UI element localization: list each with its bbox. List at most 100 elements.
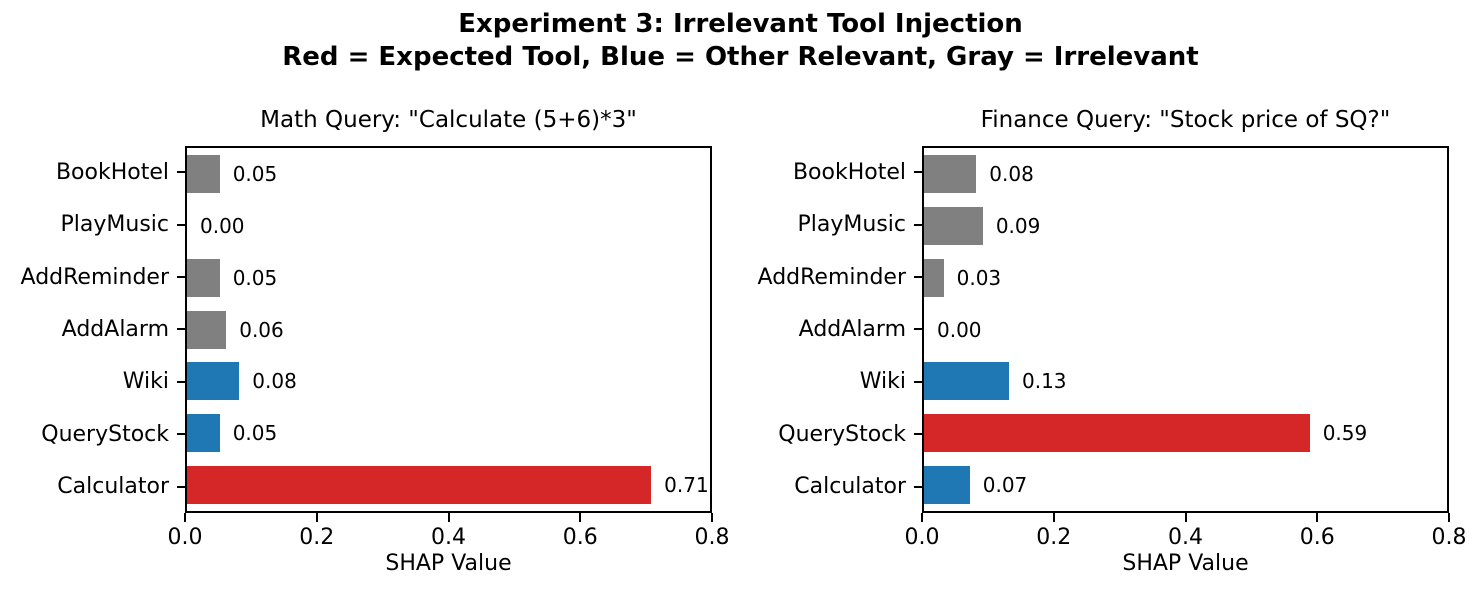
value-label-wiki: 0.13 <box>1021 369 1067 394</box>
x-tick-label: 0.0 <box>167 525 203 550</box>
value-label-addreminder: 0.03 <box>956 265 1002 290</box>
x-tick-mark <box>711 513 713 522</box>
bar-addreminder <box>187 258 220 297</box>
y-tick-mark <box>914 276 922 279</box>
category-label-querystock: QueryStock <box>722 408 922 460</box>
x-tick-label: 0.4 <box>431 525 466 550</box>
bar-querystock <box>924 414 1310 453</box>
x-tick-label: 0.6 <box>1299 525 1335 550</box>
category-label-text: PlayMusic <box>60 212 169 238</box>
bar-row-bookhotel: 0.08 <box>924 148 1447 200</box>
value-label-querystock: 0.59 <box>1322 421 1368 446</box>
x-tick-label: 0.2 <box>299 525 335 550</box>
y-tick-mark <box>177 328 185 331</box>
y-tick-mark <box>177 380 185 383</box>
bar-row-bookhotel: 0.05 <box>187 148 710 200</box>
value-label-bookhotel: 0.05 <box>232 161 278 186</box>
y-tick-mark <box>177 171 185 174</box>
x-tick-mark <box>921 513 923 522</box>
bar-row-addreminder: 0.05 <box>187 252 710 304</box>
bar-row-wiki: 0.13 <box>924 355 1447 407</box>
bar-row-wiki: 0.08 <box>187 355 710 407</box>
x-tick-label: 0.8 <box>694 525 730 550</box>
plot-area-finance: 0.08 0.09 0.03 0.00 0.13 0.59 0.07 <box>922 146 1449 513</box>
value-label-playmusic: 0.00 <box>200 213 245 238</box>
category-label-wiki: Wiki <box>722 356 922 408</box>
bar-bookhotel <box>187 154 220 193</box>
category-label-text: AddAlarm <box>798 316 906 342</box>
x-tick-mark <box>1052 513 1055 522</box>
y-tick-mark <box>177 276 185 279</box>
y-tick-mark <box>914 380 922 383</box>
category-label-text: AddReminder <box>757 264 906 290</box>
x-tick-label: 0.8 <box>1431 525 1467 550</box>
y-tick-mark <box>914 433 922 436</box>
x-axis-ticks-finance: 0.0 0.2 0.4 0.6 0.8 <box>905 513 1467 559</box>
bar-addalarm <box>187 310 227 349</box>
category-label-bookhotel: BookHotel <box>722 146 922 198</box>
x-tick-mark <box>184 513 186 522</box>
category-label-text: QueryStock <box>778 421 906 447</box>
y-axis-labels-math: BookHotel PlayMusic AddReminder AddAlarm Wik… <box>0 146 185 513</box>
category-label-querystock: QueryStock <box>0 408 185 460</box>
x-tick-label: 0.4 <box>1168 525 1203 550</box>
bar-wiki <box>924 362 1009 401</box>
y-tick-mark <box>914 485 922 488</box>
category-label-playmusic: PlayMusic <box>722 198 922 250</box>
y-axis-labels-finance: BookHotel PlayMusic AddReminder AddAlarm Wik… <box>722 146 922 513</box>
bar-addreminder <box>924 258 944 297</box>
chart-title-math: Math Query: "Calculate (5+6)*3" <box>260 107 637 133</box>
x-tick-mark <box>1184 513 1187 522</box>
value-label-addalarm: 0.06 <box>239 317 284 342</box>
bar-row-addalarm: 0.00 <box>924 304 1447 356</box>
x-tick-label: 0.2 <box>1036 525 1072 550</box>
y-tick-mark <box>177 433 185 436</box>
value-label-bookhotel: 0.08 <box>989 161 1034 186</box>
category-label-wiki: Wiki <box>0 356 185 408</box>
x-tick-label: 0.0 <box>904 525 940 550</box>
suptitle-line2: Red = Expected Tool, Blue = Other Releva… <box>282 42 1199 73</box>
y-tick-mark <box>914 328 922 331</box>
bar-row-querystock: 0.05 <box>187 407 710 459</box>
category-label-text: AddReminder <box>20 264 169 290</box>
bar-calculator <box>924 466 970 505</box>
bar-bookhotel <box>924 154 977 193</box>
bar-row-calculator: 0.07 <box>924 459 1447 511</box>
bar-row-addreminder: 0.03 <box>924 252 1447 304</box>
figure-suptitle: Experiment 3: Irrelevant Tool Injection … <box>0 8 1481 74</box>
bar-querystock <box>187 414 220 453</box>
category-label-playmusic: PlayMusic <box>0 198 185 250</box>
x-tick-mark <box>579 513 582 522</box>
x-axis-label-math: SHAP Value <box>385 551 512 576</box>
bar-wiki <box>187 362 240 401</box>
category-label-bookhotel: BookHotel <box>0 146 185 198</box>
bar-row-addalarm: 0.06 <box>187 304 710 356</box>
value-label-addreminder: 0.05 <box>232 265 278 290</box>
x-tick-mark <box>315 513 318 522</box>
suptitle-line1: Experiment 3: Irrelevant Tool Injection <box>458 9 1023 39</box>
value-label-wiki: 0.08 <box>252 369 297 394</box>
x-tick-label: 0.6 <box>562 525 598 550</box>
bar-row-calculator: 0.71 <box>187 459 710 511</box>
x-axis-label-finance: SHAP Value <box>1122 551 1249 576</box>
x-tick-mark <box>1448 513 1450 522</box>
chart-title-finance: Finance Query: "Stock price of SQ?" <box>980 107 1391 133</box>
category-label-text: BookHotel <box>55 159 169 185</box>
x-tick-mark <box>1316 513 1319 522</box>
value-label-playmusic: 0.09 <box>995 213 1041 238</box>
category-label-text: Calculator <box>794 474 906 500</box>
y-tick-mark <box>177 223 185 226</box>
category-label-text: Wiki <box>859 369 906 395</box>
value-label-querystock: 0.05 <box>232 421 278 446</box>
x-tick-mark <box>447 513 450 522</box>
category-label-text: AddAlarm <box>61 316 169 342</box>
category-label-calculator: Calculator <box>722 461 922 513</box>
bar-row-playmusic: 0.09 <box>924 200 1447 252</box>
category-label-text: BookHotel <box>792 159 906 185</box>
category-label-addreminder: AddReminder <box>722 251 922 303</box>
category-label-addalarm: AddAlarm <box>0 303 185 355</box>
plot-area-math: 0.05 0.00 0.05 0.06 0.08 0.05 0.71 <box>185 146 712 513</box>
category-label-text: PlayMusic <box>797 212 906 238</box>
